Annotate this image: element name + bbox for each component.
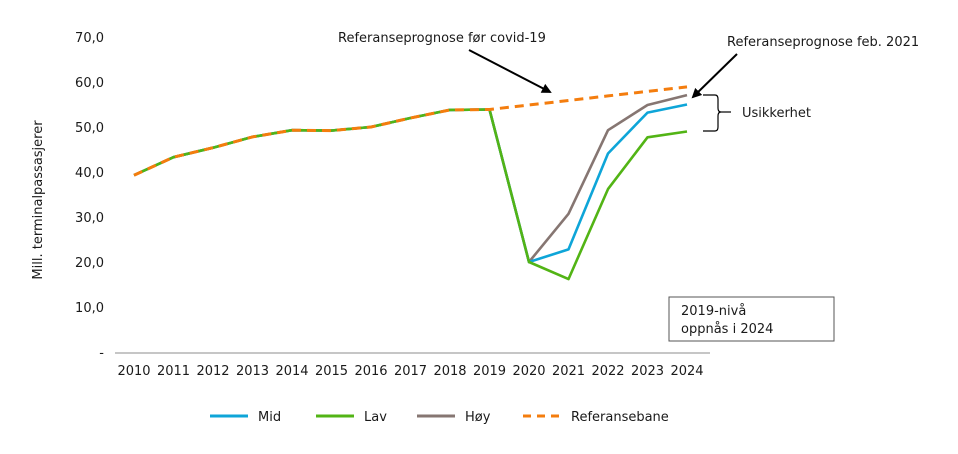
x-tick-label: 2016 [354,364,387,379]
y-tick-label: 10,0 [75,301,104,316]
uncertainty-bracket [703,94,722,132]
x-tick-label: 2024 [670,364,703,379]
series-line-referansebane [133,85,688,177]
x-tick-label: 2019 [473,364,506,379]
x-tick-label: 2013 [236,364,269,379]
y-tick-label: 60,0 [75,76,104,91]
y-tick-label: - [99,346,104,361]
series-line-lav [133,108,688,281]
note-box [668,296,835,342]
arrow-feb-2021 [691,53,738,99]
x-tick-label: 2021 [552,364,585,379]
x-tick-labels: 2010 2011 2012 2013 2014 2015 2016 2017 2018 2019… [117,364,703,379]
x-tick-label: 2010 [117,364,150,379]
y-tick-label: 40,0 [75,166,104,181]
x-tick-label: 2023 [631,364,664,379]
legend-label-lav: Lav [364,410,387,425]
y-axis-label: Mill. terminalpassasjerer [31,120,46,280]
y-tick-labels: - 10,0 20,0 30,0 40,0 50,0 60,0 70,0 [75,31,104,361]
arrow-pre-covid [468,49,552,93]
x-tick-label: 2017 [394,364,427,379]
x-tick-label: 2022 [591,364,624,379]
y-tick-label: 20,0 [75,256,104,271]
series-line-mid [133,103,688,264]
legend-label-referansebane: Referansebane [571,410,669,425]
note-box-line2: oppnås i 2024 [681,322,773,337]
y-tick-label: 30,0 [75,211,104,226]
x-tick-label: 2018 [433,364,466,379]
annotation-pre-covid: Referanseprognose før covid-19 [338,31,546,46]
x-tick-label: 2012 [196,364,229,379]
legend-label-mid: Mid [258,410,281,425]
annotation-feb-2021: Referanseprognose feb. 2021 [727,35,919,50]
series-lines [133,85,688,281]
x-tick-label: 2014 [275,364,308,379]
annotation-uncertainty: Usikkerhet [742,106,811,121]
y-tick-label: 50,0 [75,121,104,136]
x-tick-label: 2020 [512,364,545,379]
legend-label-høy: Høy [465,410,491,425]
x-tick-label: 2011 [157,364,190,379]
series-line-høy [133,93,688,264]
legend: Mid Lav Høy Referansebane [210,410,669,425]
x-tick-label: 2015 [315,364,348,379]
y-tick-label: 70,0 [75,31,104,46]
note-box-line1: 2019-nivå [681,304,746,319]
